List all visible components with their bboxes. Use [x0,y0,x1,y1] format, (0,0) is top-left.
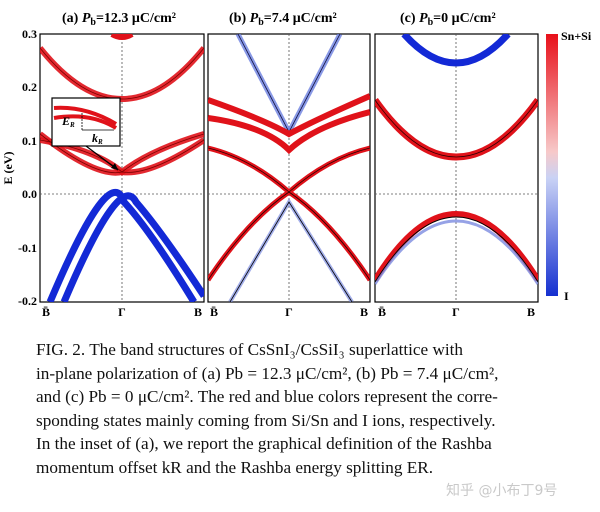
caption-line-3: and (c) Pb = 0 μC/cm². The red and blue … [36,387,498,407]
rashba-inset: ER kR [51,97,121,147]
band-valence-2 [60,192,204,302]
inset-energy-label: ER [61,114,75,129]
band-red-upper [208,93,370,138]
band-red-lower [208,109,370,155]
y-tick-0-3: 0.3 [22,27,37,41]
figure-caption: FIG. 2. The band structures of CsSnI₃/Cs… [36,338,588,480]
x-tick-bbar-b: B̄ [210,305,218,319]
y-tick-0-2: 0.2 [22,80,37,94]
band-valence-red [375,211,538,282]
x-tick-bbar-a: B̄ [42,305,50,319]
x-tick-labels: B̄ Γ B B̄ Γ B B̄ Γ B [42,305,535,319]
caption-line-5: In the inset of (a), we report the graph… [36,434,492,454]
panel-a: ER kR [39,33,205,303]
y-tick-labels: 0.3 0.2 0.1 0.0 -0.1 -0.2 [18,27,37,308]
band-valence-1 [46,188,197,302]
band-valence-blue [375,219,538,285]
x-tick-b-c: B [527,305,535,319]
panel-c-frame [374,33,539,303]
band-top-edge [110,34,134,40]
caption-line-1: The band structures of CsSnI₃/CsSiI₃ sup… [89,340,464,359]
x-tick-b-b: B [360,305,368,319]
caption-line-2: in-plane polarization of (a) Pb = 12.3 μ… [36,363,499,383]
caption-line-4: sponding states mainly coming from Si/Sn… [36,410,496,430]
y-tick-m0-1: -0.1 [18,241,37,255]
y-tick-m0-2: -0.2 [18,294,37,308]
caption-fig-label: FIG. 2. [36,340,86,359]
panel-a-title: (a) Pb=12.3 μC/cm² [62,11,176,28]
x-tick-gamma-c: Γ [452,305,460,319]
y-tick-0-0: 0.0 [22,187,37,201]
panel-b [207,33,371,303]
panel-c-title: (c) Pb=0 μC/cm² [400,11,496,28]
panel-c [374,33,539,303]
x-tick-gamma-b: Γ [285,305,293,319]
band-top-blue [401,34,511,67]
panel-b-title: (b) Pb=7.4 μC/cm² [229,11,337,28]
inset-momentum-label: kR [92,131,103,146]
colorbar-bottom-label: I [564,289,569,303]
x-tick-b-a: B [194,305,202,319]
colorbar: Sn+Si I [546,29,592,303]
watermark: 知乎 @小布丁9号 [446,483,558,499]
y-axis-label: E (eV) [1,152,15,185]
colorbar-top-label: Sn+Si [561,29,592,43]
y-tick-0-1: 0.1 [22,134,37,148]
caption-line-6: momentum offset kR and the Rashba energy… [36,457,434,477]
x-tick-bbar-c: B̄ [378,305,386,319]
x-tick-gamma-a: Γ [118,305,126,319]
band-structure-figure: (a) Pb=12.3 μC/cm² (b) Pb=7.4 μC/cm² (c)… [1,11,592,319]
colorbar-gradient [546,34,558,296]
